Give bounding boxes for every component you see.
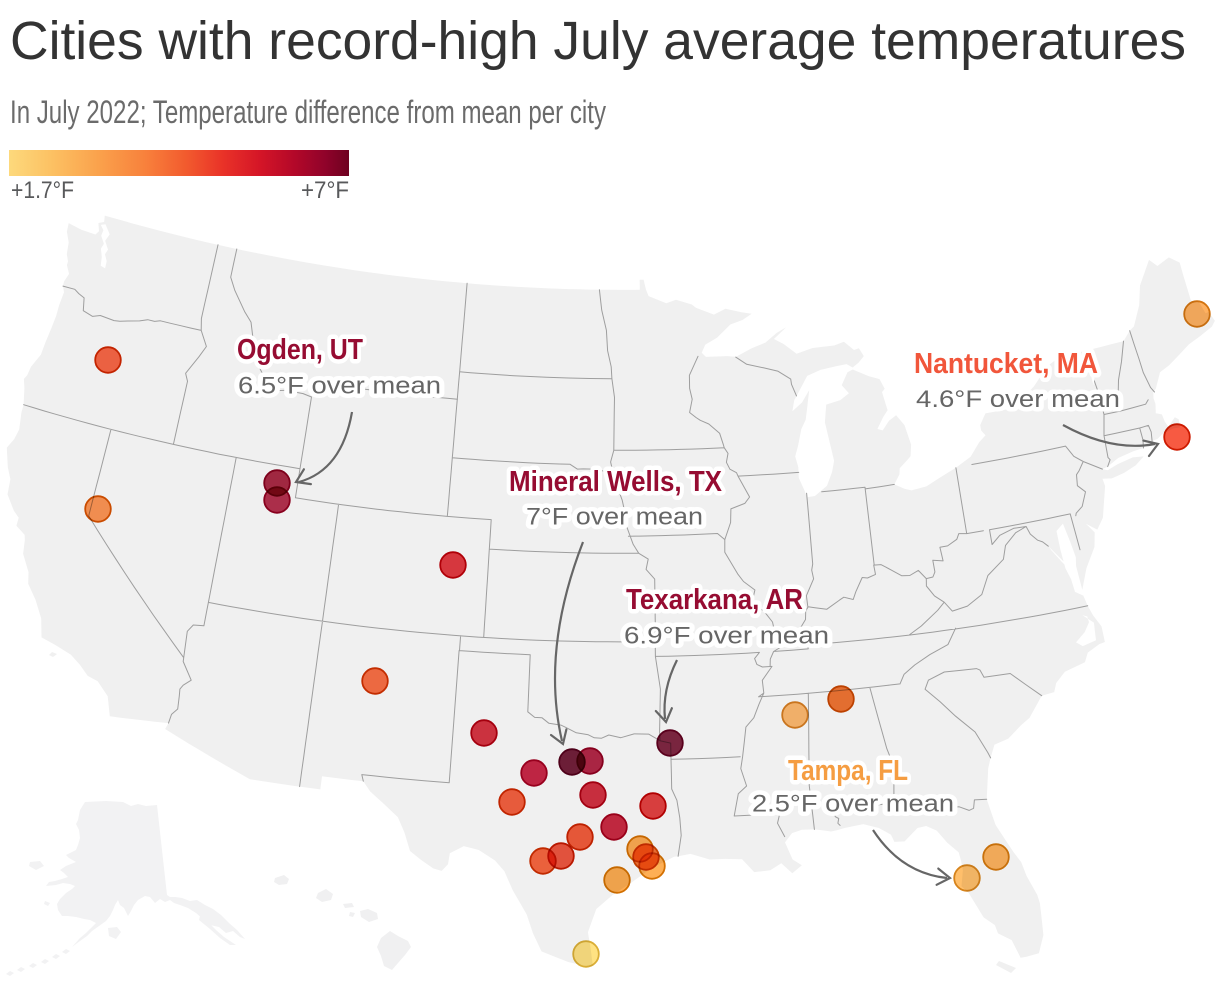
svg-text:Tampa, FL: Tampa, FL bbox=[788, 755, 908, 787]
svg-text:Texarkana, AR: Texarkana, AR bbox=[626, 584, 803, 616]
svg-text:2.5°F over mean: 2.5°F over mean bbox=[752, 791, 954, 818]
svg-text:In July 2022; Temperature diff: In July 2022; Temperature difference fro… bbox=[10, 94, 607, 130]
svg-text:4.6°F over mean: 4.6°F over mean bbox=[916, 386, 1120, 413]
svg-text:7°F over mean: 7°F over mean bbox=[526, 504, 703, 531]
svg-text:Tampa, FL: Tampa, FL bbox=[788, 755, 908, 787]
svg-text:Mineral Wells, TX: Mineral Wells, TX bbox=[509, 466, 723, 498]
svg-text:2.5°F over mean: 2.5°F over mean bbox=[752, 791, 954, 818]
svg-text:Cities with record-high July a: Cities with record-high July average tem… bbox=[10, 11, 1186, 71]
svg-text:+1.7°F: +1.7°F bbox=[11, 177, 74, 204]
svg-text:Ogden, UT: Ogden, UT bbox=[237, 334, 363, 366]
svg-text:Nantucket, MA: Nantucket, MA bbox=[914, 348, 1098, 380]
svg-text:Nantucket, MA: Nantucket, MA bbox=[914, 348, 1098, 380]
svg-text:4.6°F over mean: 4.6°F over mean bbox=[916, 386, 1120, 413]
svg-text:Ogden, UT: Ogden, UT bbox=[237, 334, 363, 366]
svg-text:Texarkana, AR: Texarkana, AR bbox=[626, 584, 803, 616]
svg-text:6.5°F over mean: 6.5°F over mean bbox=[238, 373, 441, 400]
svg-text:6.9°F over mean: 6.9°F over mean bbox=[624, 622, 829, 649]
svg-text:6.5°F over mean: 6.5°F over mean bbox=[238, 373, 441, 400]
svg-text:+7°F: +7°F bbox=[301, 177, 349, 204]
svg-text:6.9°F over mean: 6.9°F over mean bbox=[624, 622, 829, 649]
svg-text:7°F over mean: 7°F over mean bbox=[526, 504, 703, 531]
svg-text:Mineral Wells, TX: Mineral Wells, TX bbox=[509, 466, 723, 498]
